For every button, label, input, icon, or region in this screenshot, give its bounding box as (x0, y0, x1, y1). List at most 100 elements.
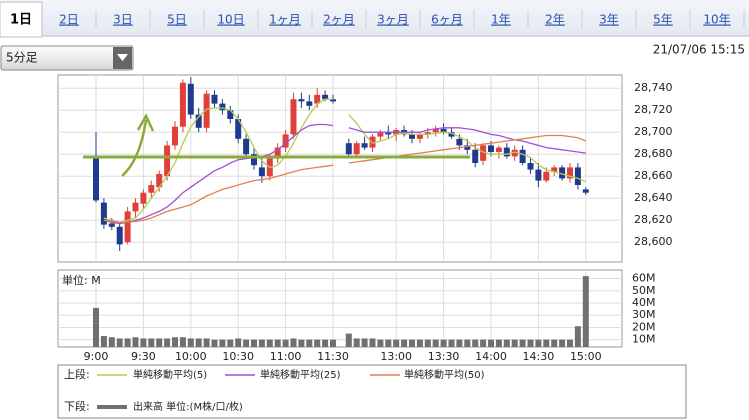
dropdown[interactable] (0, 45, 134, 71)
volume-bar (456, 339, 463, 347)
candle-body (377, 132, 384, 137)
tab[interactable]: 2ヶ月 (323, 13, 355, 27)
x-tick-label: 9:00 (84, 350, 109, 363)
volume-bar (393, 339, 400, 347)
tab[interactable]: 1日 (10, 13, 32, 28)
x-tick-label: 13:30 (428, 350, 460, 363)
tab[interactable]: 2日 (59, 13, 79, 27)
candle-body (574, 167, 581, 185)
x-tick-label: 10:00 (175, 350, 207, 363)
candle-body (282, 134, 289, 148)
candle-body (488, 145, 494, 152)
volume-bar (480, 339, 487, 347)
volume-bar (574, 326, 581, 347)
dropdown-arrow (117, 54, 128, 61)
volume-bar (235, 338, 242, 347)
y-tick-label: 30M (632, 308, 656, 321)
y-tick-label: 28,720 (634, 103, 673, 116)
candle-body (100, 202, 107, 225)
volume-bar (353, 338, 360, 347)
candle-body (314, 94, 321, 104)
y-tick-label: 28,640 (634, 191, 673, 204)
candle-body (290, 99, 297, 135)
volume-bar (377, 339, 384, 347)
tab[interactable]: 5年 (653, 13, 673, 27)
volume-bar (116, 338, 123, 347)
volume-bar (172, 337, 178, 347)
volume-bar (195, 338, 202, 347)
volume-bar (416, 339, 423, 347)
tab[interactable]: 1ヶ月 (269, 13, 301, 27)
volume-bar (140, 338, 147, 347)
x-tick-label: 10:30 (222, 350, 254, 363)
x-tick-label: 13:00 (380, 350, 412, 363)
legend-prefix: 上段: (64, 367, 90, 381)
tab[interactable]: 3ヶ月 (377, 13, 409, 27)
volume-bar (567, 339, 573, 347)
candle-body (108, 223, 115, 227)
candle-body (124, 211, 131, 243)
tab[interactable]: 10年 (703, 13, 730, 27)
volume-bar (251, 339, 257, 347)
candle-body (164, 145, 171, 177)
y-tick-label: 50M (632, 284, 656, 297)
candle-body (132, 202, 139, 212)
volume-bar (211, 339, 218, 347)
volume-bar (124, 338, 131, 347)
tab[interactable]: 5日 (167, 13, 187, 27)
volume-bar (448, 339, 455, 347)
timestamp: 21/07/06 15:15 (653, 43, 745, 57)
volume-bar (282, 339, 289, 347)
x-tick-label: 14:00 (475, 350, 507, 363)
y-tick-label: 60M (632, 272, 656, 285)
candle-body (409, 134, 415, 139)
candle-body (511, 149, 518, 157)
y-tick-label: 40M (632, 296, 656, 309)
volume-bar (306, 339, 313, 347)
candle-body (448, 132, 455, 137)
volume-bar (535, 339, 542, 347)
tab[interactable]: 3年 (599, 13, 619, 27)
volume-bar (582, 276, 589, 347)
tab-selected[interactable] (0, 1, 43, 38)
candle-body (432, 128, 439, 133)
volume-bar (551, 339, 558, 347)
volume-bar (401, 339, 408, 347)
legend-label: 単純移動平均(5) (133, 368, 207, 381)
volume-bar (385, 339, 392, 347)
tab[interactable]: 1年 (491, 13, 511, 27)
volume-bar (227, 339, 234, 347)
candle-body (559, 167, 566, 179)
annotation-arrow (121, 119, 148, 177)
legend-prefix: 下段: (64, 399, 90, 413)
volume-bar (266, 339, 273, 347)
candle-body (93, 158, 99, 201)
volume-bar (527, 339, 534, 347)
candle-body (195, 114, 202, 128)
y-tick-label: 28,620 (634, 213, 673, 226)
volume-bar (559, 339, 566, 347)
volume-bar (93, 307, 99, 347)
candle-body (424, 132, 431, 135)
candle-body (361, 143, 368, 148)
candle-body (472, 149, 479, 163)
volume-bar (258, 339, 265, 347)
ma-line (103, 123, 586, 225)
y-tick-label: 28,740 (634, 81, 673, 94)
tab-bar (0, 0, 749, 36)
candle-body (235, 119, 242, 139)
candle-body (385, 132, 392, 135)
candle-body (219, 103, 226, 111)
candle-body (306, 101, 313, 106)
volume-bar (543, 339, 550, 347)
candle-body (495, 147, 502, 152)
tab[interactable]: 10日 (217, 13, 244, 27)
volume-bar (156, 338, 163, 347)
tab[interactable]: 3日 (113, 13, 133, 27)
unit-label: 単位: M (62, 273, 101, 287)
volume-bar (432, 339, 439, 347)
volume-bar (203, 338, 210, 347)
candle-body (172, 126, 178, 146)
tab[interactable]: 6ヶ月 (431, 13, 463, 27)
tab[interactable]: 2年 (545, 13, 565, 27)
